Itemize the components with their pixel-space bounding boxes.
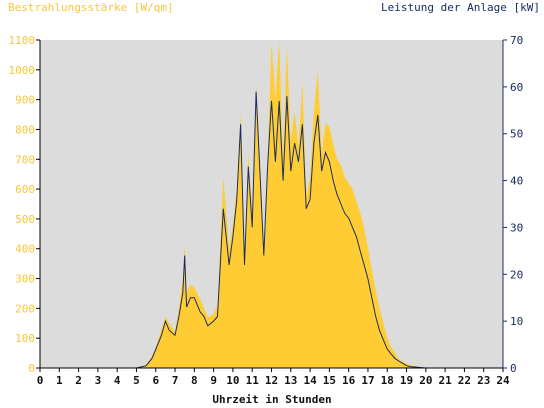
x-tick-label: 17 [361,374,374,387]
x-tick-label: 2 [75,374,82,387]
right-axis-title: Leistung der Anlage [kW] [381,1,540,14]
x-tick-label: 23 [477,374,490,387]
left-tick-label: 500 [15,213,35,226]
left-tick-label: 1000 [9,64,36,77]
left-tick-label: 800 [15,123,35,136]
left-tick-label: 100 [15,332,35,345]
right-tick-label: 70 [510,34,523,47]
x-tick-label: 3 [95,374,102,387]
x-tick-label: 9 [210,374,217,387]
power-line [40,91,503,369]
left-tick-label: 400 [15,243,35,256]
axes: 0 1 2 3 4 5 6 7 8 9 10 11 12 13 14 15 16 17 18 19 20 21 22 23 24… [9,34,524,387]
right-tick-label: 40 [510,175,523,188]
right-tick-label: 20 [510,268,523,281]
x-tick-label: 5 [133,374,140,387]
right-tick-label: 30 [510,221,523,234]
right-tick-label: 60 [510,81,523,94]
x-tick-label: 12 [265,374,278,387]
left-tick-label: 0 [28,362,35,375]
x-tick-label: 13 [284,374,297,387]
left-tick-label: 900 [15,94,35,107]
left-tick-label: 1100 [9,34,36,47]
left-axis-title: Bestrahlungsstärke [W/qm] [8,1,174,14]
right-tick-label: 50 [510,128,523,141]
left-tick-label: 600 [15,183,35,196]
x-tick-label: 19 [400,374,413,387]
x-tick-label: 20 [419,374,432,387]
x-tick-label: 8 [191,374,198,387]
x-tick-label: 15 [323,374,336,387]
left-tick-label: 300 [15,273,35,286]
x-tick-label: 10 [226,374,239,387]
x-tick-label: 7 [172,374,179,387]
x-tick-label: 16 [342,374,356,387]
x-tick-label: 0 [37,374,44,387]
left-tick-label: 200 [15,302,35,315]
x-tick-label: 22 [458,374,471,387]
x-tick-label: 6 [152,374,159,387]
x-tick-label: 14 [303,374,317,387]
right-tick-label: 0 [510,362,517,375]
x-tick-label: 24 [496,374,510,387]
x-tick-label: 1 [56,374,63,387]
left-tick-label: 700 [15,153,35,166]
right-tick-label: 10 [510,315,523,328]
irradiance-area [40,40,503,368]
x-tick-label: 18 [381,374,394,387]
x-tick-label: 4 [114,374,121,387]
x-axis-title: Uhrzeit in Stunden [212,393,332,406]
x-tick-label: 21 [439,374,453,387]
x-tick-label: 11 [246,374,260,387]
